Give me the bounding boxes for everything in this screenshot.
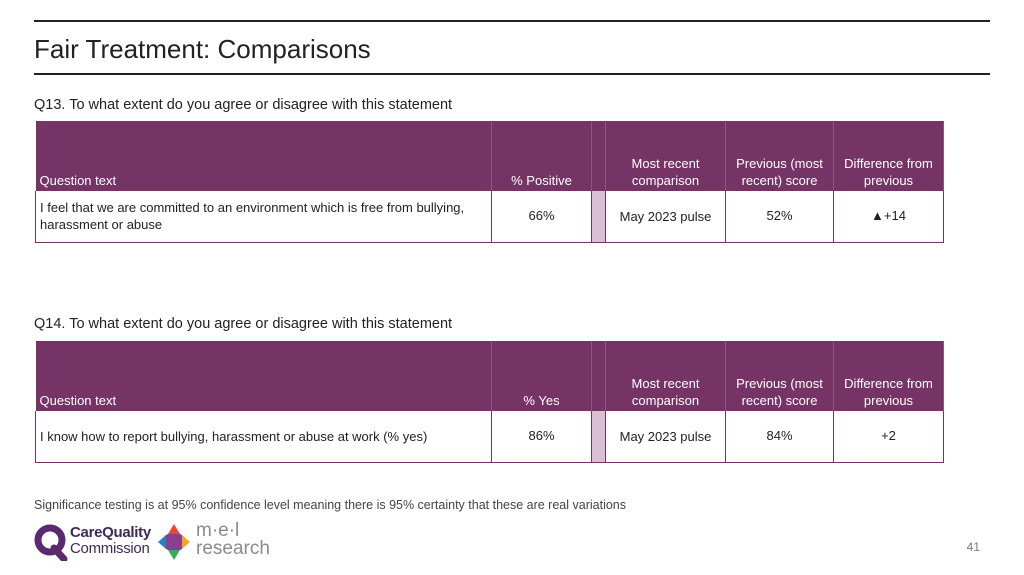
mel-research-logo: m·e·l research xyxy=(156,520,276,564)
cqc-logo-line1: CareQuality xyxy=(70,524,151,541)
q14-score: 86% xyxy=(491,411,592,463)
q14-label: Q14. To what extent do you agree or disa… xyxy=(34,316,453,332)
q13-difference: ▲+14 xyxy=(833,191,944,243)
page-number: 41 xyxy=(966,540,980,554)
q13-header-previous: Previous (most recent) score xyxy=(725,121,834,191)
page-title: Fair Treatment: Comparisons xyxy=(34,34,371,64)
q14-previous: 84% xyxy=(725,411,834,463)
q14-header-difference: Difference from previous xyxy=(833,341,944,411)
q13-header-score: % Positive xyxy=(491,121,592,191)
q13-header-difference: Difference from previous xyxy=(833,121,944,191)
q13-label: Q13. To what extent do you agree or disa… xyxy=(34,97,453,113)
title-underline xyxy=(34,73,990,75)
q13-header-question: Question text xyxy=(35,121,492,191)
mel-star-icon xyxy=(158,524,190,560)
q13-previous: 52% xyxy=(725,191,834,243)
top-rule xyxy=(34,20,990,22)
q13-header-comparison: Most recent comparison xyxy=(605,121,726,191)
q14-table: Question text % Yes Most recent comparis… xyxy=(35,341,944,463)
q14-header-question: Question text xyxy=(35,341,492,411)
table-row: I know how to report bullying, harassmen… xyxy=(35,411,944,463)
q13-header-row: Question text % Positive Most recent com… xyxy=(35,121,944,191)
q14-comparison: May 2023 pulse xyxy=(605,411,726,463)
q14-header-score: % Yes xyxy=(491,341,592,411)
mel-logo-line2: research xyxy=(196,538,270,559)
q13-spacer xyxy=(591,191,606,243)
q14-header-row: Question text % Yes Most recent comparis… xyxy=(35,341,944,411)
q14-spacer xyxy=(591,411,606,463)
q14-header-spacer xyxy=(591,341,606,411)
significance-footnote: Significance testing is at 95% confidenc… xyxy=(34,498,626,512)
q13-score: 66% xyxy=(491,191,592,243)
table-row: I feel that we are committed to an envir… xyxy=(35,191,944,243)
q13-table: Question text % Positive Most recent com… xyxy=(35,121,944,243)
mel-logo-line1: m·e·l xyxy=(196,520,240,541)
q14-difference: +2 xyxy=(833,411,944,463)
q13-comparison: May 2023 pulse xyxy=(605,191,726,243)
q14-question-text: I know how to report bullying, harassmen… xyxy=(35,411,492,463)
q14-header-comparison: Most recent comparison xyxy=(605,341,726,411)
cqc-q-icon xyxy=(34,524,68,561)
cqc-logo: CareQuality Commission xyxy=(34,521,154,563)
cqc-logo-line2: Commission xyxy=(70,540,150,557)
q13-header-spacer xyxy=(591,121,606,191)
q13-question-text: I feel that we are committed to an envir… xyxy=(35,191,492,243)
q14-header-previous: Previous (most recent) score xyxy=(725,341,834,411)
